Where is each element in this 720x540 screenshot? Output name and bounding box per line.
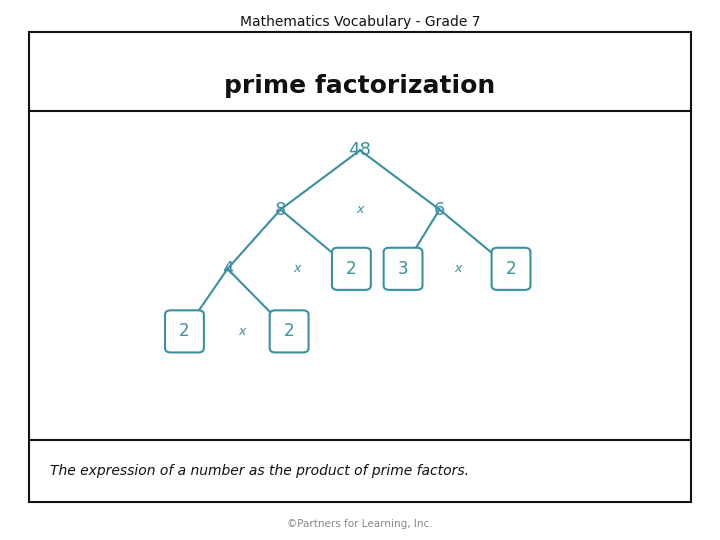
FancyBboxPatch shape [29, 32, 691, 502]
Text: x: x [454, 262, 462, 275]
Text: 6: 6 [434, 200, 445, 219]
FancyBboxPatch shape [165, 310, 204, 353]
FancyBboxPatch shape [384, 248, 423, 290]
Text: x: x [293, 262, 301, 275]
Text: x: x [356, 203, 364, 216]
Text: 2: 2 [505, 260, 516, 278]
Text: 2: 2 [346, 260, 356, 278]
Text: The expression of a number as the product of prime factors.: The expression of a number as the produc… [50, 464, 469, 478]
Text: x: x [238, 325, 246, 338]
FancyBboxPatch shape [332, 248, 371, 290]
Text: 3: 3 [397, 260, 408, 278]
Text: prime factorization: prime factorization [225, 75, 495, 98]
Text: 8: 8 [275, 200, 286, 219]
Text: ©Partners for Learning, Inc.: ©Partners for Learning, Inc. [287, 519, 433, 529]
FancyBboxPatch shape [492, 248, 531, 290]
Text: Mathematics Vocabulary - Grade 7: Mathematics Vocabulary - Grade 7 [240, 15, 480, 29]
Text: 2: 2 [284, 322, 294, 340]
Text: 4: 4 [222, 260, 233, 278]
Text: 48: 48 [348, 141, 372, 159]
Text: 2: 2 [179, 322, 190, 340]
FancyBboxPatch shape [270, 310, 309, 353]
